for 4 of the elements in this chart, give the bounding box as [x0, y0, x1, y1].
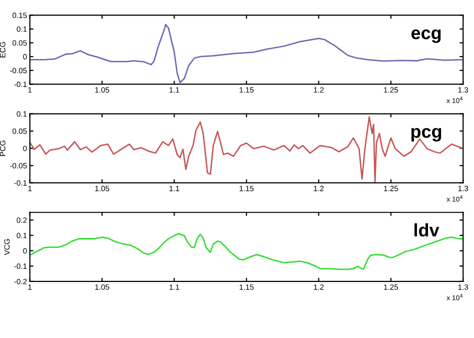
line-series — [30, 116, 464, 183]
annotation: pcg — [411, 128, 442, 142]
annotation: ldv — [414, 223, 440, 237]
annotation: ecg — [411, 29, 441, 43]
